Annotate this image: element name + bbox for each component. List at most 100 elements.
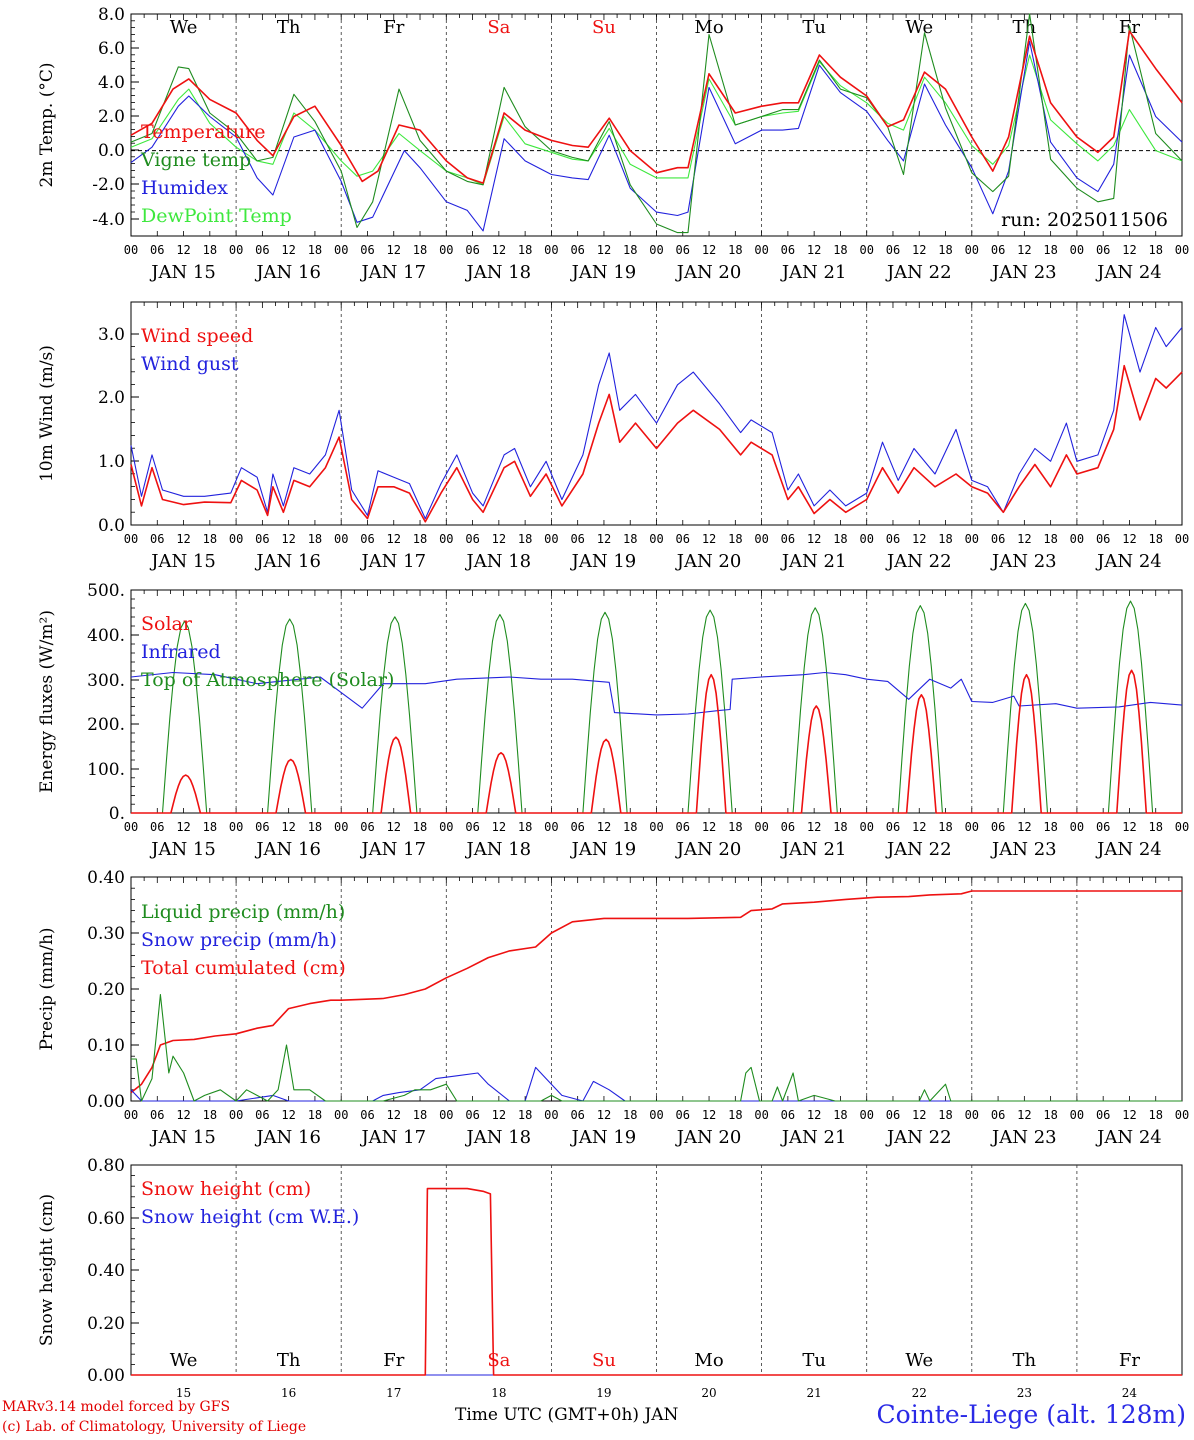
legend-entry: Solar <box>141 613 193 635</box>
hour-tick-label: 00 <box>965 243 979 257</box>
panel-1: 00 06 12 18 JAN 15 00 06 12 18 JAN 16 00 06 12 18 JAN … <box>37 5 1189 283</box>
date-label: JAN 21 <box>780 1127 847 1148</box>
hour-tick-label: 18 <box>203 243 217 257</box>
date-label: JAN 19 <box>570 839 637 860</box>
hour-tick-label: 00 <box>965 532 979 546</box>
date-label: JAN 23 <box>990 1127 1057 1148</box>
panel-4: 00 06 12 18 JAN 15 00 06 12 18 JAN 16 00 06 12 18 JAN … <box>37 868 1189 1148</box>
day-name-label: We <box>905 1350 933 1371</box>
y-tick-label: 0.60 <box>87 1209 125 1229</box>
plot-frame <box>130 301 1183 526</box>
hour-tick-label: 00 <box>334 532 348 546</box>
hour-tick-label: 06 <box>886 1108 900 1122</box>
legend-entry: Wind speed <box>141 325 253 347</box>
hour-tick-label: 00 <box>1175 1108 1189 1122</box>
hour-tick-label: 06 <box>886 243 900 257</box>
hour-tick-label: 00 <box>859 820 873 834</box>
hour-tick-label: 18 <box>1148 820 1162 834</box>
hour-tick-label: 06 <box>1096 820 1110 834</box>
hour-tick-label: 00 <box>965 1108 979 1122</box>
hour-tick-label: 12 <box>1017 243 1031 257</box>
hour-tick-label: 00 <box>124 532 138 546</box>
hour-tick-label: 18 <box>623 820 637 834</box>
hour-tick-label: 18 <box>623 532 637 546</box>
date-label: JAN 18 <box>465 1127 532 1148</box>
date-label: JAN 18 <box>465 262 532 283</box>
hour-tick-label: 00 <box>439 820 453 834</box>
hour-tick-label: 12 <box>912 532 926 546</box>
hour-tick-label: 18 <box>413 243 427 257</box>
day-name-label: Mo <box>694 17 723 38</box>
day-name-label: We <box>170 1350 198 1371</box>
hour-tick-label: 06 <box>360 820 374 834</box>
hour-tick-label: 18 <box>1148 1108 1162 1122</box>
date-label: JAN 22 <box>885 551 952 572</box>
hour-tick-label: 06 <box>1096 243 1110 257</box>
hour-tick-label: 18 <box>308 532 322 546</box>
hour-tick-label: 06 <box>991 820 1005 834</box>
hour-tick-label: 00 <box>544 1108 558 1122</box>
hour-tick-label: 00 <box>544 243 558 257</box>
hour-tick-label: 18 <box>203 820 217 834</box>
hour-tick-label: 18 <box>518 532 532 546</box>
date-label: JAN 15 <box>149 1127 216 1148</box>
date-label: JAN 18 <box>465 551 532 572</box>
hour-tick-label: 00 <box>1070 1108 1084 1122</box>
date-label: JAN 23 <box>990 262 1057 283</box>
hour-tick-label: 12 <box>702 243 716 257</box>
hour-tick-label: 12 <box>281 243 295 257</box>
day-name-label: Th <box>1013 1350 1037 1371</box>
y-tick-label: -4.0 <box>92 210 125 230</box>
date-label: JAN 24 <box>1095 262 1162 283</box>
hour-tick-label: 18 <box>938 532 952 546</box>
day-name-label: Th <box>277 17 301 38</box>
hour-tick-label: 12 <box>387 532 401 546</box>
hour-tick-label: 06 <box>1096 1108 1110 1122</box>
hour-tick-label: 06 <box>150 820 164 834</box>
date-label: JAN 15 <box>149 551 216 572</box>
day-number-label: 15 <box>176 1386 191 1400</box>
y-tick-label: 0.20 <box>87 1314 125 1334</box>
hour-tick-label: 06 <box>465 532 479 546</box>
date-label: JAN 16 <box>254 839 321 860</box>
hour-tick-label: 12 <box>912 243 926 257</box>
hour-tick-label: 06 <box>991 1108 1005 1122</box>
legend-entry: Top of Atmosphere (Solar) <box>141 669 394 691</box>
hour-tick-label: 12 <box>807 1108 821 1122</box>
day-name-label: Th <box>277 1350 301 1371</box>
hour-tick-label: 00 <box>334 820 348 834</box>
hour-tick-label: 00 <box>1175 243 1189 257</box>
hour-tick-label: 06 <box>676 820 690 834</box>
day-name-label: Tu <box>802 17 826 38</box>
day-name-label: Fr <box>383 1350 404 1371</box>
date-label: JAN 16 <box>254 551 321 572</box>
hour-tick-label: 06 <box>255 1108 269 1122</box>
date-label: JAN 22 <box>885 1127 952 1148</box>
series-line-temperature <box>130 30 1183 184</box>
hour-tick-label: 12 <box>597 1108 611 1122</box>
hour-tick-label: 06 <box>570 532 584 546</box>
day-number-label: 19 <box>596 1386 611 1400</box>
hour-tick-label: 06 <box>360 243 374 257</box>
hour-tick-label: 00 <box>754 1108 768 1122</box>
series-line-liquid-precip-mm-h <box>131 994 1182 1102</box>
date-label: JAN 22 <box>885 262 952 283</box>
hour-tick-label: 18 <box>308 243 322 257</box>
hour-tick-label: 12 <box>281 820 295 834</box>
hour-tick-label: 18 <box>938 243 952 257</box>
hour-tick-label: 06 <box>991 243 1005 257</box>
date-label: JAN 16 <box>254 262 321 283</box>
hour-tick-label: 18 <box>308 1108 322 1122</box>
hour-tick-label: 12 <box>807 243 821 257</box>
y-tick-label: 0.10 <box>87 1036 125 1056</box>
hour-tick-label: 18 <box>308 820 322 834</box>
hour-tick-label: 18 <box>1043 1108 1057 1122</box>
hour-tick-label: 00 <box>649 532 663 546</box>
hour-tick-label: 18 <box>623 243 637 257</box>
date-label: JAN 20 <box>675 262 742 283</box>
hour-tick-label: 12 <box>1017 1108 1031 1122</box>
hour-tick-label: 06 <box>360 532 374 546</box>
y-tick-label: 0.30 <box>87 924 125 944</box>
y-tick-label: 100. <box>87 760 125 780</box>
